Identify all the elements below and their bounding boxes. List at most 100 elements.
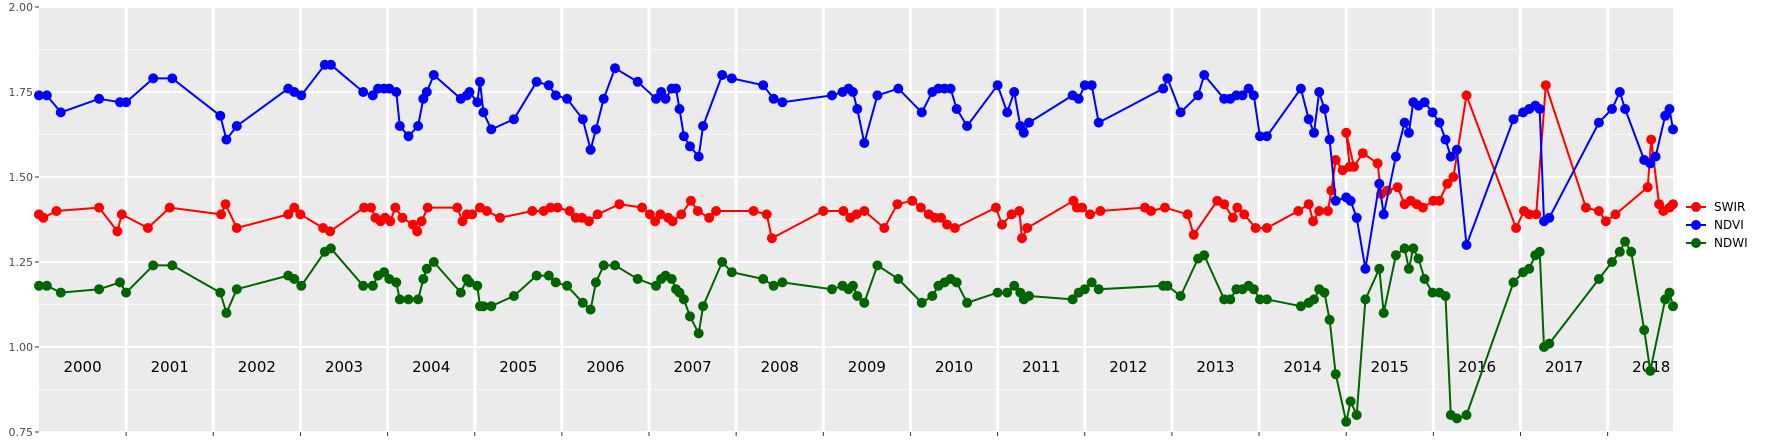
legend-label: NDWI <box>1714 236 1748 250</box>
legend-key-point <box>1691 202 1701 212</box>
data-point <box>325 59 336 70</box>
data-point <box>949 223 960 233</box>
data-point <box>94 93 105 104</box>
series-swir <box>34 80 1678 244</box>
data-point <box>413 294 424 305</box>
data-point <box>1461 240 1472 250</box>
data-point <box>428 70 439 80</box>
data-point <box>1440 134 1451 145</box>
data-point <box>827 90 837 101</box>
data-point <box>1261 131 1272 142</box>
data-point <box>852 104 863 114</box>
data-point <box>1225 294 1236 305</box>
data-point <box>1540 80 1551 91</box>
data-point <box>379 267 390 278</box>
data-point <box>1193 90 1204 101</box>
data-point <box>1319 287 1330 298</box>
data-point <box>391 277 402 288</box>
data-point <box>1650 151 1661 162</box>
data-point <box>481 206 492 216</box>
data-point <box>1250 223 1261 233</box>
data-point <box>1378 308 1389 318</box>
data-point <box>1645 158 1656 169</box>
data-point <box>1664 287 1675 298</box>
data-point <box>945 83 956 94</box>
data-point <box>495 212 505 223</box>
data-point <box>1175 107 1186 118</box>
data-point <box>650 216 661 227</box>
data-point <box>403 131 414 142</box>
data-point <box>1248 90 1259 101</box>
data-point <box>358 280 369 291</box>
data-point <box>1093 117 1104 128</box>
data-point <box>1261 294 1272 305</box>
data-point <box>421 87 432 97</box>
year-label: 2010 <box>935 358 973 376</box>
data-point <box>1345 396 1356 407</box>
data-point <box>1374 263 1385 274</box>
data-point <box>879 223 890 233</box>
data-point <box>1593 117 1604 128</box>
data-point <box>421 263 432 274</box>
data-point <box>893 83 904 94</box>
data-point <box>936 212 946 223</box>
year-label: 2016 <box>1458 358 1496 376</box>
data-point <box>413 121 424 131</box>
data-point <box>1434 117 1445 128</box>
data-point <box>1524 209 1535 220</box>
data-point <box>1360 294 1371 305</box>
year-label: 2015 <box>1371 358 1409 376</box>
data-point <box>508 291 519 301</box>
data-point <box>768 93 779 104</box>
data-point <box>685 311 695 322</box>
legend: SWIR NDVI NDWI <box>1686 200 1748 250</box>
data-point <box>1018 127 1029 138</box>
data-point <box>698 301 709 312</box>
data-point <box>1248 284 1259 295</box>
data-point <box>1002 107 1013 118</box>
data-point <box>590 277 601 288</box>
data-point <box>777 97 788 108</box>
year-label: 2000 <box>63 358 101 376</box>
data-point <box>1014 206 1025 216</box>
data-point <box>838 206 849 216</box>
data-point <box>1610 209 1621 220</box>
data-point <box>927 291 938 301</box>
data-point <box>872 90 883 101</box>
data-point <box>527 206 538 216</box>
data-point <box>564 206 575 216</box>
data-point <box>1175 291 1186 301</box>
data-point <box>1314 206 1325 216</box>
data-point <box>1079 80 1090 91</box>
data-point <box>216 209 227 220</box>
legend-label: SWIR <box>1714 200 1745 214</box>
data-point <box>758 274 769 284</box>
data-point <box>358 87 369 97</box>
data-point <box>397 212 408 223</box>
data-point <box>1330 195 1341 206</box>
data-point <box>685 195 696 206</box>
data-point <box>221 308 232 318</box>
data-point <box>1508 277 1519 288</box>
data-point <box>167 260 178 271</box>
data-point <box>1664 104 1675 114</box>
year-label: 2013 <box>1196 358 1234 376</box>
year-label: 2005 <box>499 358 537 376</box>
data-point <box>34 90 44 101</box>
data-point <box>1227 212 1238 223</box>
data-point <box>1390 151 1401 162</box>
data-point <box>467 209 478 220</box>
data-point <box>666 274 677 284</box>
data-point <box>693 328 704 339</box>
data-point <box>678 294 689 305</box>
data-point <box>893 274 904 284</box>
data-point <box>1524 263 1535 274</box>
data-point <box>592 209 603 220</box>
data-point <box>1009 280 1020 291</box>
data-point <box>1360 263 1371 274</box>
data-point <box>1182 209 1193 220</box>
data-point <box>610 260 620 271</box>
data-point <box>1022 223 1033 233</box>
data-point <box>295 209 306 220</box>
